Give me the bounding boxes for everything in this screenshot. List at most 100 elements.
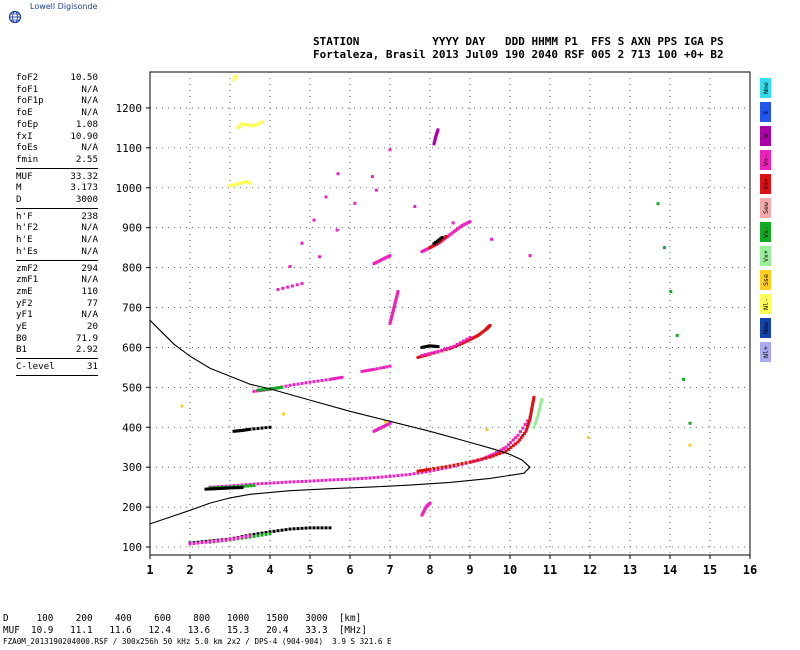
parameter-value: 1.08: [75, 118, 98, 130]
echo-point: [430, 344, 434, 348]
echo-point: [374, 261, 378, 265]
echo-point: [425, 247, 429, 251]
echo-point: [252, 532, 256, 536]
echo-point: [226, 486, 230, 490]
echo-point: [268, 530, 272, 534]
echo-point: [383, 256, 387, 260]
echo-point: [324, 526, 328, 530]
echo-point: [526, 419, 530, 423]
echo-point: [428, 352, 432, 356]
muf-table-muf-row: MUF 10.9 11.1 11.6 12.4 13.6 15.3 20.4 3…: [3, 624, 367, 636]
echo-point: [526, 424, 530, 428]
echo-point: [449, 232, 453, 236]
echo-point: [296, 382, 300, 386]
echo-point: [365, 369, 369, 373]
muf-table: D 100 200 400 600 800 1000 1500 3000 [km…: [3, 613, 367, 636]
echo-point: [499, 448, 503, 452]
echo-point: [375, 367, 379, 371]
parameter-row: fxI 10.90: [16, 131, 98, 143]
echo-point: [252, 534, 256, 538]
legend-label: Vx-: [761, 226, 770, 238]
parameter-divider: [16, 358, 98, 360]
echo-point: [421, 468, 425, 472]
echo-point: [454, 228, 458, 232]
parameter-value: N/A: [81, 142, 98, 154]
echo-point: [264, 532, 268, 536]
echo-point: [228, 484, 232, 488]
echo-point: [498, 452, 502, 456]
legend-entry: Vx-: [760, 222, 771, 242]
echo-point: [308, 479, 312, 483]
echo-point: [180, 404, 184, 408]
echo-point: [470, 460, 474, 464]
echo-point: [412, 472, 416, 476]
echo-point: [521, 426, 525, 430]
parameter-row: foE N/A: [16, 107, 98, 119]
echo-point: [396, 474, 400, 478]
echo-point: [391, 310, 395, 314]
echo-point: [304, 381, 308, 385]
echo-point: [268, 481, 272, 485]
parameter-value: 2.55: [75, 153, 98, 165]
x-tick-label: 11: [543, 563, 557, 577]
echo-point: [320, 478, 324, 482]
echo-point: [421, 511, 425, 515]
echo-point: [235, 429, 239, 433]
echo-point: [207, 487, 211, 491]
echo-point: [426, 352, 430, 356]
echo-point: [266, 387, 270, 391]
parameter-row: C-level 31: [16, 361, 98, 373]
echo-point: [242, 484, 246, 488]
echo-point: [396, 291, 400, 295]
echo-point: [223, 486, 227, 490]
echo-point: [272, 529, 276, 533]
legend-entry: Nl+: [760, 342, 771, 362]
echo-point: [244, 535, 248, 539]
echo-point: [206, 487, 210, 491]
y-tick-label: 500: [122, 381, 142, 394]
echo-point: [385, 255, 389, 259]
echo-point: [494, 451, 498, 455]
parameter-row: D 3000: [16, 194, 98, 206]
echo-point: [426, 344, 430, 348]
echo-point: [243, 428, 247, 432]
echo-point: [491, 454, 495, 458]
x-tick-label: 2: [186, 563, 193, 577]
echo-point: [516, 433, 520, 437]
echo-point: [220, 538, 224, 542]
echo-point: [490, 453, 494, 457]
echo-point: [383, 420, 387, 424]
parameter-value: N/A: [81, 83, 98, 95]
echo-point: [384, 475, 388, 479]
echo-point: [312, 218, 316, 222]
echo-point: [188, 542, 192, 546]
echo-point: [538, 404, 542, 408]
echo-point: [433, 344, 437, 348]
echo-point: [460, 224, 464, 228]
echo-point: [688, 421, 692, 425]
echo-point: [451, 221, 455, 225]
x-tick-label: 6: [346, 563, 353, 577]
echo-point: [238, 429, 242, 433]
echo-point: [230, 486, 234, 490]
legend-entry: Nne: [760, 78, 771, 98]
parameter-value: N/A: [81, 245, 98, 257]
echo-point: [494, 453, 498, 457]
echo-point: [247, 123, 251, 127]
echo-point: [324, 195, 328, 199]
echo-point: [452, 230, 456, 234]
echo-point: [300, 282, 304, 286]
echo-point: [404, 473, 408, 477]
echo-point: [530, 408, 534, 412]
echo-point: [420, 513, 424, 517]
echo-point: [422, 345, 426, 349]
echo-point: [276, 481, 280, 485]
echo-point: [324, 378, 328, 382]
echo-point: [273, 386, 277, 390]
parameter-row: MUF 33.32: [16, 171, 98, 183]
parameter-value: 33.32: [70, 170, 98, 182]
x-tick-label: 10: [503, 563, 517, 577]
echo-point: [245, 428, 249, 432]
echo-point: [288, 527, 292, 531]
echo-point: [400, 473, 404, 477]
